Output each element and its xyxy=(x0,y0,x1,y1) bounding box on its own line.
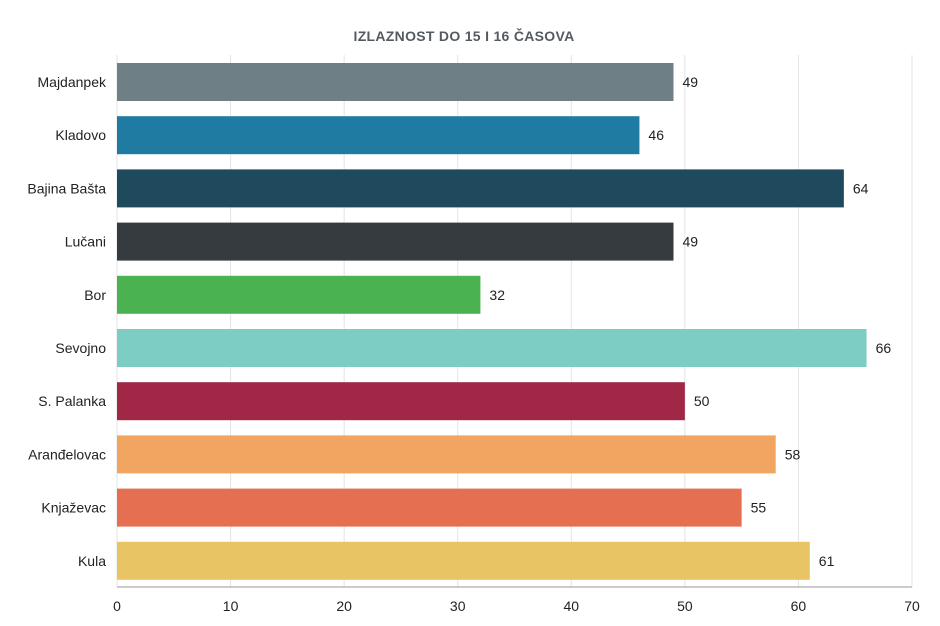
category-label: Sevojno xyxy=(55,340,106,356)
value-label: 32 xyxy=(489,287,505,303)
x-axis-ticks: 0 10 20 30 40 50 60 70 xyxy=(113,598,920,614)
value-label: 64 xyxy=(853,180,869,196)
value-label: 55 xyxy=(751,500,767,516)
category-label: S. Palanka xyxy=(38,393,106,409)
bar-knja-evac xyxy=(117,488,742,527)
x-tick-label-30: 30 xyxy=(450,598,466,614)
x-tick-label-40: 40 xyxy=(563,598,579,614)
category-label: Aranđelovac xyxy=(28,446,106,462)
bar-kladovo xyxy=(117,116,640,155)
bar-kula xyxy=(117,541,810,580)
category-label: Lučani xyxy=(65,234,106,250)
labels-layer: Majdanpek 49 Kladovo 46 Bajina Bašta 64 Lučani… xyxy=(27,74,891,569)
bars-layer xyxy=(117,63,867,580)
category-label: Bajina Bašta xyxy=(27,180,106,196)
value-label: 61 xyxy=(819,553,835,569)
bar-s-palanka xyxy=(117,382,685,421)
x-tick-label-70: 70 xyxy=(904,598,920,614)
x-tick-label-50: 50 xyxy=(677,598,693,614)
category-label: Bor xyxy=(84,287,106,303)
value-label: 50 xyxy=(694,393,710,409)
bar-bor xyxy=(117,275,481,314)
bar-aran-elovac xyxy=(117,435,776,474)
bar-bajina-ba-ta xyxy=(117,169,844,208)
bar-majdanpek xyxy=(117,63,674,101)
value-label: 49 xyxy=(683,234,699,250)
x-tick-label-20: 20 xyxy=(336,598,352,614)
bar-lu-ani xyxy=(117,222,674,261)
x-tick-label-60: 60 xyxy=(791,598,807,614)
x-tick-label-0: 0 xyxy=(113,598,121,614)
bar-sevojno xyxy=(117,329,867,367)
category-label: Kula xyxy=(78,553,106,569)
value-label: 46 xyxy=(648,127,664,143)
chart-title: IZLAZNOST DO 15 I 16 ČASOVA xyxy=(354,27,575,44)
x-tick-label-10: 10 xyxy=(223,598,239,614)
category-label: Knjaževac xyxy=(41,500,106,516)
value-label: 66 xyxy=(876,340,892,356)
value-label: 49 xyxy=(683,74,699,90)
category-label: Majdanpek xyxy=(38,74,107,90)
value-label: 58 xyxy=(785,446,801,462)
category-label: Kladovo xyxy=(55,127,106,143)
